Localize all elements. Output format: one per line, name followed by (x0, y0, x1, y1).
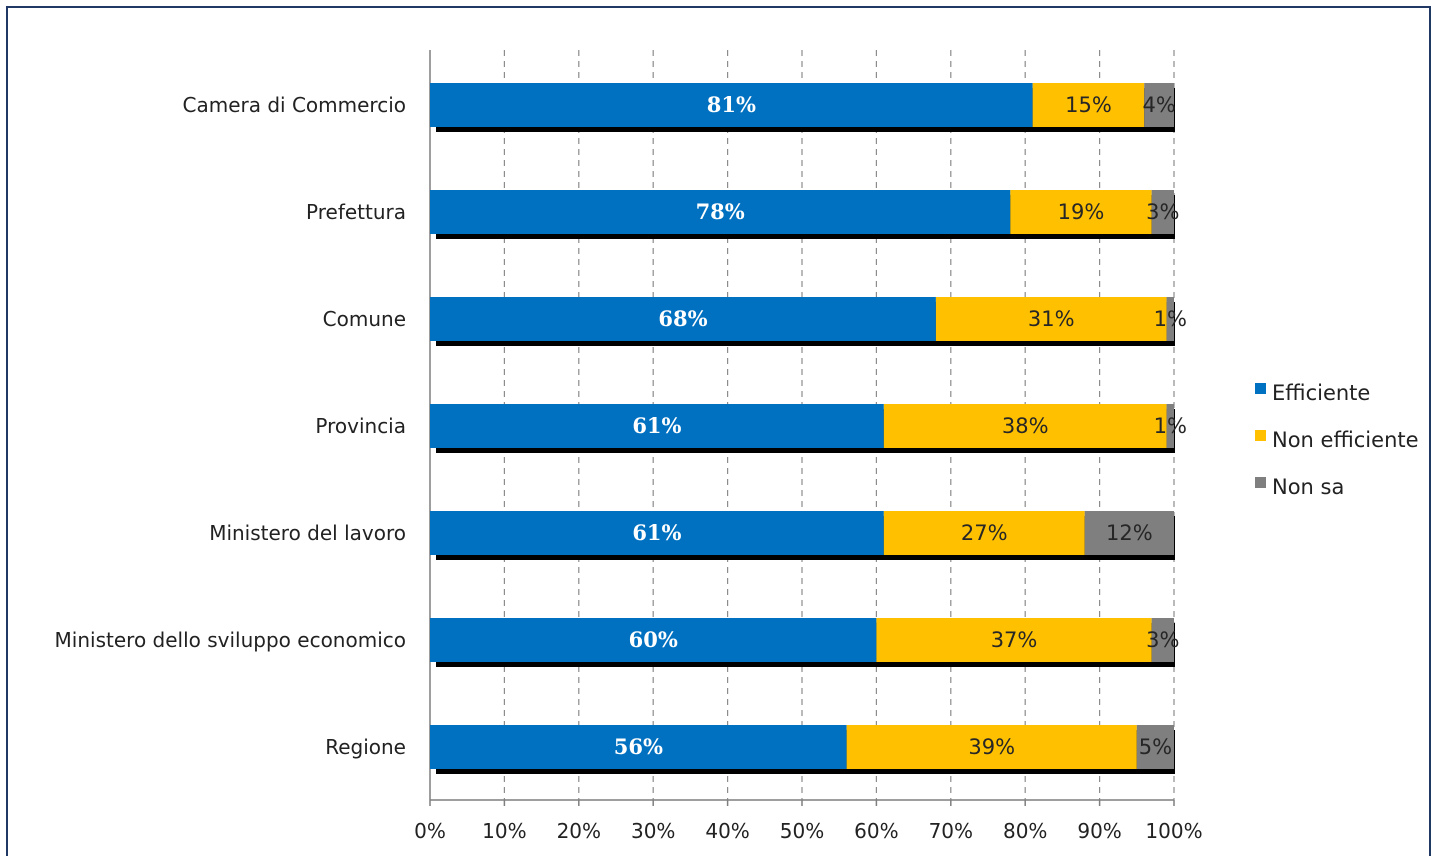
bar-segment (1032, 83, 1145, 127)
legend-label: Non efficiente (1272, 428, 1419, 452)
bar-segment (1151, 618, 1174, 662)
data-label: 31% (1028, 307, 1075, 331)
category-label: Regione (325, 735, 406, 759)
legend-label: Non sa (1272, 475, 1344, 499)
data-label: 68% (658, 306, 707, 331)
bar-segment (1151, 190, 1174, 234)
category-label: Prefettura (306, 200, 406, 224)
category-label: Camera di Commercio (183, 93, 407, 117)
legend-swatch (1255, 383, 1266, 394)
data-label: 5% (1139, 735, 1172, 759)
bar-segment (430, 297, 936, 341)
legend-swatch (1255, 477, 1266, 488)
data-label: 39% (968, 735, 1015, 759)
category-label: Comune (323, 307, 406, 331)
bar-segment (846, 725, 1137, 769)
data-label: 27% (961, 521, 1008, 545)
data-label: 3% (1146, 200, 1179, 224)
x-tick-label: 80% (1003, 819, 1047, 843)
x-tick-label: 10% (482, 819, 526, 843)
data-label: 3% (1146, 628, 1179, 652)
x-tick-label: 60% (854, 819, 898, 843)
x-tick-label: 50% (780, 819, 824, 843)
data-label: 37% (991, 628, 1038, 652)
category-label: Ministero dello sviluppo economico (55, 628, 406, 652)
bar-segment (1136, 725, 1174, 769)
legend-swatch (1255, 430, 1266, 441)
bar-segment (1166, 404, 1174, 448)
bar-segment (1010, 190, 1152, 234)
bar-segment (883, 404, 1167, 448)
x-tick-label: 90% (1077, 819, 1121, 843)
bar-segment (1144, 83, 1174, 127)
bar-segment (876, 618, 1152, 662)
data-label: 38% (1002, 414, 1049, 438)
data-label: 61% (632, 413, 681, 438)
data-label: 12% (1106, 521, 1153, 545)
x-tick-label: 70% (929, 819, 973, 843)
data-label: 19% (1058, 200, 1105, 224)
data-label: 78% (696, 199, 745, 224)
data-label: 1% (1154, 414, 1187, 438)
bar-segment (1166, 297, 1174, 341)
data-label: 61% (632, 520, 681, 545)
data-label: 1% (1154, 307, 1187, 331)
data-label: 4% (1142, 93, 1175, 117)
bar-segment (430, 404, 884, 448)
data-label: 60% (629, 627, 678, 652)
bar-segment (430, 190, 1011, 234)
category-label: Ministero del lavoro (209, 521, 406, 545)
x-tick-label: 20% (557, 819, 601, 843)
x-tick-label: 0% (414, 819, 446, 843)
legend-label: Efficiente (1272, 381, 1370, 405)
bar-segment (1084, 511, 1174, 555)
bar-segment (430, 83, 1033, 127)
data-label: 81% (707, 92, 756, 117)
x-tick-label: 100% (1145, 819, 1202, 843)
bar-segment (430, 618, 877, 662)
bar-segment (935, 297, 1167, 341)
x-tick-label: 30% (631, 819, 675, 843)
bar-segment (430, 725, 847, 769)
bar-segment (883, 511, 1085, 555)
data-label: 56% (614, 734, 663, 759)
bar-segment (430, 511, 884, 555)
category-label: Provincia (315, 414, 406, 438)
data-label: 15% (1065, 93, 1112, 117)
x-tick-label: 40% (705, 819, 749, 843)
